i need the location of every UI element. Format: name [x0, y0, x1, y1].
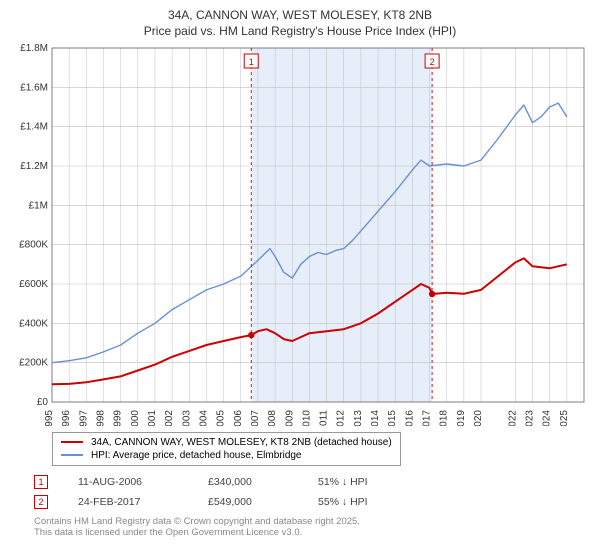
- svg-text:2025: 2025: [559, 409, 570, 425]
- sale-date-2: 24-FEB-2017: [78, 496, 178, 508]
- svg-text:£400K: £400K: [19, 318, 48, 329]
- svg-text:2023: 2023: [525, 409, 536, 425]
- svg-text:2011: 2011: [319, 409, 330, 425]
- svg-text:2020: 2020: [473, 409, 484, 425]
- svg-text:£800K: £800K: [19, 239, 48, 250]
- svg-text:1999: 1999: [113, 409, 124, 425]
- chart-container: 34A, CANNON WAY, WEST MOLESEY, KT8 2NB P…: [0, 0, 600, 560]
- svg-text:2018: 2018: [439, 409, 450, 425]
- legend-label-hpi: HPI: Average price, detached house, Elmb…: [91, 450, 302, 461]
- svg-text:2009: 2009: [284, 409, 295, 425]
- sales-row-1: 1 11-AUG-2006 £340,000 51% ↓ HPI: [34, 472, 586, 492]
- legend-swatch-property: [61, 441, 83, 443]
- sales-row-2: 2 24-FEB-2017 £549,000 55% ↓ HPI: [34, 492, 586, 512]
- svg-text:1: 1: [249, 57, 254, 67]
- legend: 34A, CANNON WAY, WEST MOLESEY, KT8 2NB (…: [52, 432, 401, 466]
- svg-text:2013: 2013: [353, 409, 364, 425]
- sale-hpi-1: 51% ↓ HPI: [318, 476, 398, 488]
- legend-item-property: 34A, CANNON WAY, WEST MOLESEY, KT8 2NB (…: [61, 436, 392, 449]
- copyright-line1: Contains HM Land Registry data © Crown c…: [34, 516, 586, 528]
- svg-text:2006: 2006: [233, 409, 244, 425]
- svg-text:2003: 2003: [181, 409, 192, 425]
- svg-text:2007: 2007: [250, 409, 261, 425]
- svg-text:£1.6M: £1.6M: [20, 82, 48, 93]
- svg-text:2022: 2022: [507, 409, 518, 425]
- svg-text:£200K: £200K: [19, 357, 48, 368]
- svg-text:2014: 2014: [370, 409, 381, 425]
- svg-text:1996: 1996: [61, 409, 72, 425]
- svg-text:1997: 1997: [78, 409, 89, 425]
- copyright-line2: This data is licensed under the Open Gov…: [34, 527, 586, 539]
- svg-text:2015: 2015: [387, 409, 398, 425]
- svg-text:£1.4M: £1.4M: [20, 121, 48, 132]
- svg-text:2016: 2016: [404, 409, 415, 425]
- svg-text:2001: 2001: [147, 409, 158, 425]
- svg-text:1998: 1998: [95, 409, 106, 425]
- svg-text:2004: 2004: [198, 409, 209, 425]
- sale-price-2: £549,000: [208, 496, 288, 508]
- sale-marker-1: 1: [34, 475, 48, 489]
- svg-text:£1M: £1M: [29, 200, 48, 211]
- legend-swatch-hpi: [61, 454, 83, 456]
- copyright: Contains HM Land Registry data © Crown c…: [34, 516, 586, 540]
- sale-price-1: £340,000: [208, 476, 288, 488]
- chart-title-line2: Price paid vs. HM Land Registry's House …: [14, 24, 586, 38]
- chart-title-line1: 34A, CANNON WAY, WEST MOLESEY, KT8 2NB: [14, 8, 586, 24]
- sale-date-1: 11-AUG-2006: [78, 476, 178, 488]
- svg-text:£1.2M: £1.2M: [20, 161, 48, 172]
- line-chart-svg: £0 £200K £400K £600K £800K £1M £1.2M £1.4M £1.6M…: [14, 44, 586, 426]
- svg-text:£600K: £600K: [19, 279, 48, 290]
- svg-text:2002: 2002: [164, 409, 175, 425]
- chart-plot-area: £0 £200K £400K £600K £800K £1M £1.2M £1.4M £1.6M…: [14, 44, 586, 426]
- svg-text:2017: 2017: [422, 409, 433, 425]
- sale-marker-2: 2: [34, 495, 48, 509]
- svg-text:£1.8M: £1.8M: [20, 44, 48, 54]
- svg-text:2005: 2005: [216, 409, 227, 425]
- svg-text:2008: 2008: [267, 409, 278, 425]
- sales-table: 1 11-AUG-2006 £340,000 51% ↓ HPI 2 24-FE…: [34, 472, 586, 512]
- svg-text:1995: 1995: [44, 409, 55, 425]
- legend-item-hpi: HPI: Average price, detached house, Elmb…: [61, 449, 392, 462]
- svg-text:2010: 2010: [301, 409, 312, 425]
- svg-text:£0: £0: [37, 397, 49, 408]
- legend-label-property: 34A, CANNON WAY, WEST MOLESEY, KT8 2NB (…: [91, 437, 392, 448]
- sale-hpi-2: 55% ↓ HPI: [318, 496, 398, 508]
- svg-text:2012: 2012: [336, 409, 347, 425]
- svg-text:2000: 2000: [130, 409, 141, 425]
- svg-text:2019: 2019: [456, 409, 467, 425]
- svg-text:2024: 2024: [542, 409, 553, 425]
- svg-text:2: 2: [430, 57, 435, 67]
